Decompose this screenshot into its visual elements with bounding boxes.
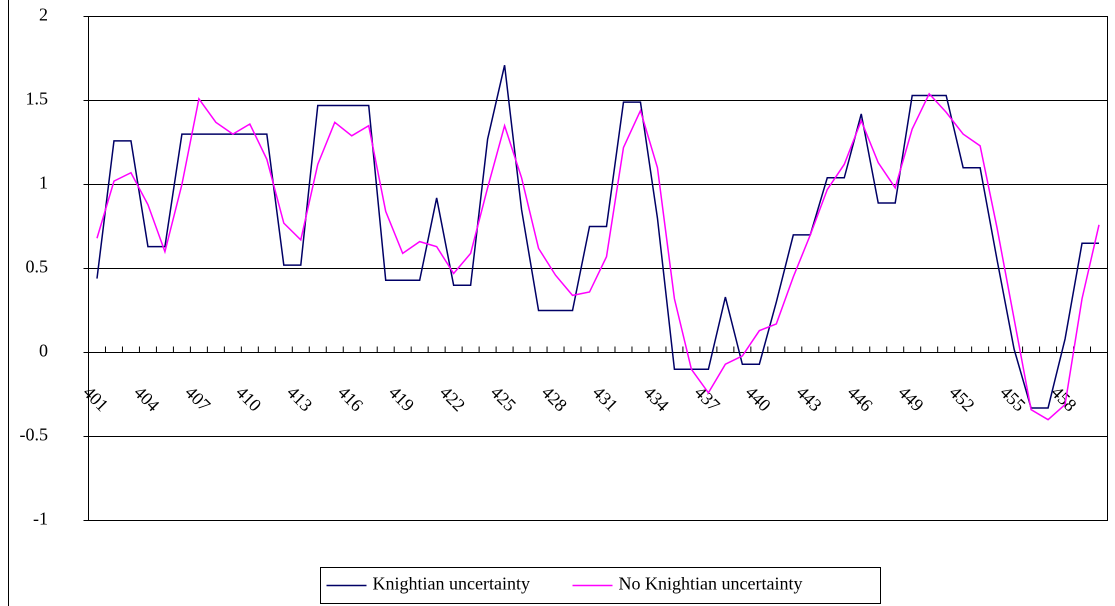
legend-label: Knightian uncertainty	[373, 574, 530, 594]
y-tick-label: 1.5	[26, 89, 49, 109]
x-tick-label: 458	[1047, 382, 1080, 415]
y-tick-label: 1	[39, 173, 48, 193]
x-tick-label: 437	[691, 382, 724, 415]
x-tick-label: 431	[589, 382, 622, 415]
x-tick-label: 434	[640, 382, 673, 415]
x-tick-label: 422	[436, 382, 469, 415]
x-tick-label: 413	[283, 382, 316, 415]
x-tick-label: 443	[793, 382, 826, 415]
line-series	[96, 65, 1100, 409]
x-tick-label: 446	[843, 382, 876, 415]
x-tick-label: 452	[945, 382, 978, 415]
x-tick-label: 407	[181, 382, 214, 415]
x-tick-label: 428	[538, 382, 571, 415]
line-series	[96, 92, 1100, 421]
y-tick-label: 0.5	[26, 257, 49, 277]
x-tick-label: 401	[79, 382, 112, 415]
y-tick-label: -0.5	[20, 425, 49, 445]
x-tick-label: 404	[130, 382, 163, 415]
y-tick-label: -1	[33, 509, 48, 529]
x-tick-label: 419	[385, 382, 418, 415]
legend-label: No Knightian uncertainty	[619, 574, 803, 594]
x-tick-label: 410	[232, 382, 265, 415]
y-tick-label: 0	[39, 341, 48, 361]
x-tick-label: 416	[334, 382, 367, 415]
x-tick-label: 425	[487, 382, 520, 415]
y-tick-label: 2	[39, 5, 48, 25]
x-tick-label: 440	[742, 382, 775, 415]
x-tick-label: 449	[894, 382, 927, 415]
